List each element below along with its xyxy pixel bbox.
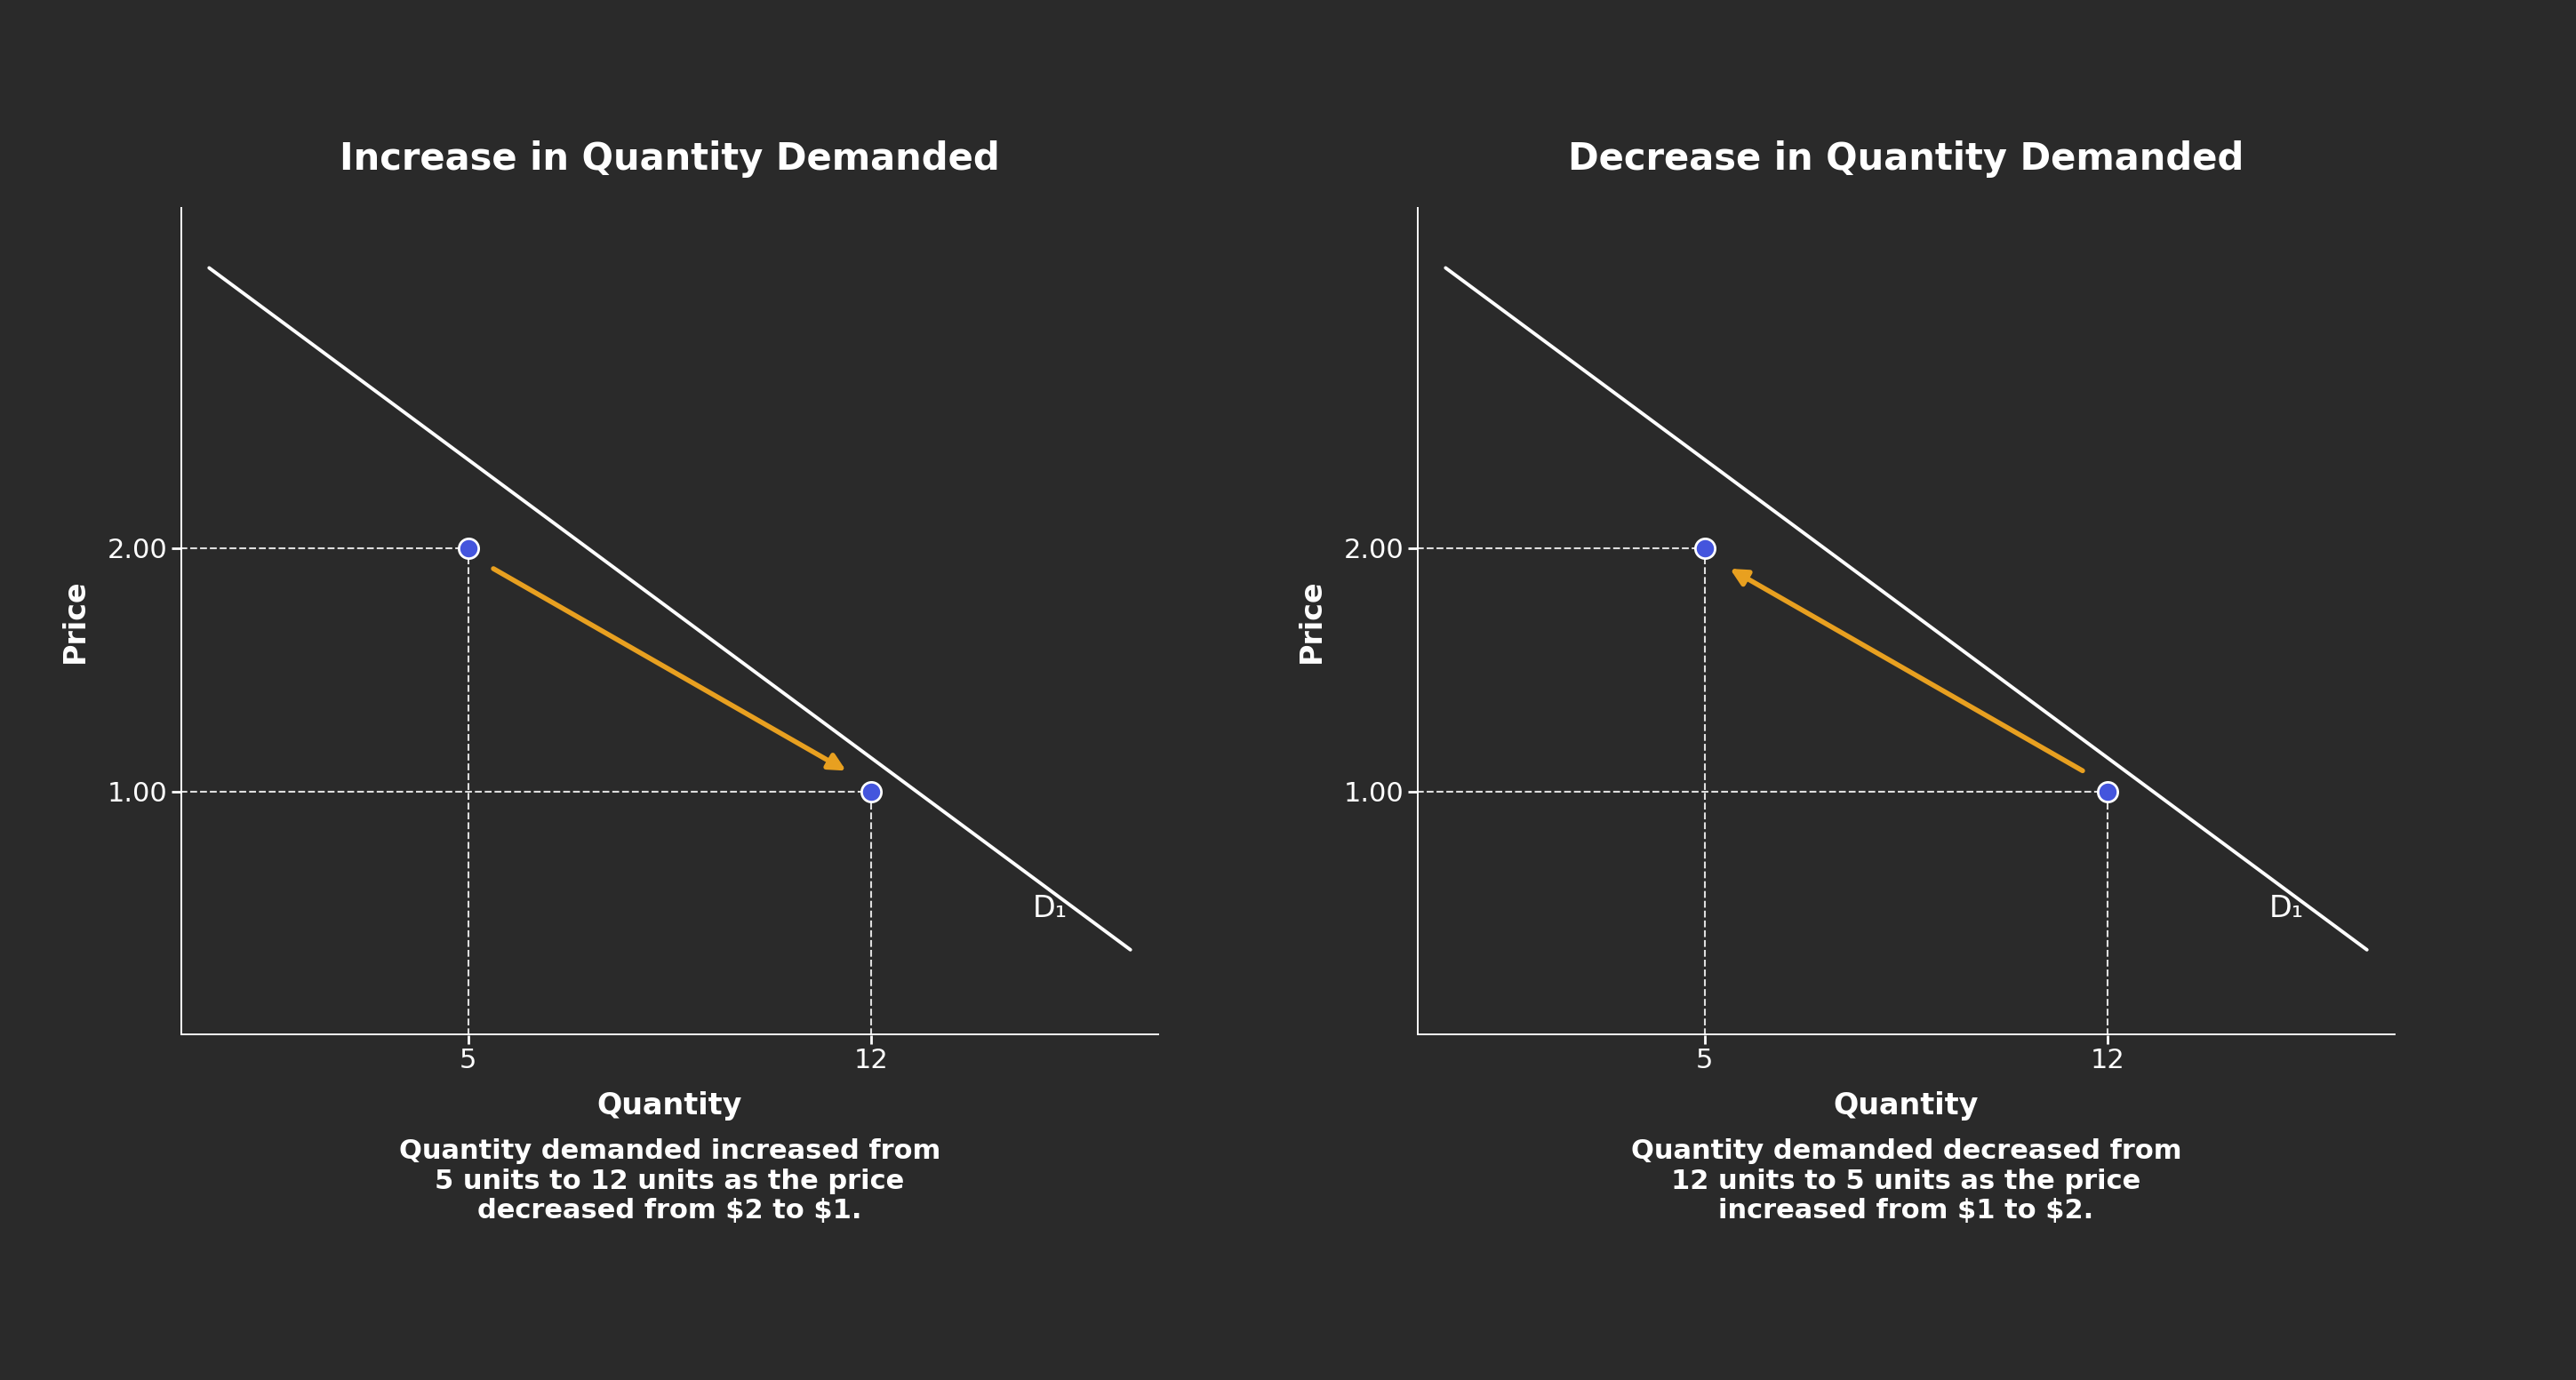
Text: D₁: D₁	[2269, 894, 2303, 923]
X-axis label: Quantity: Quantity	[1834, 1092, 1978, 1121]
Text: D₁: D₁	[1033, 894, 1066, 923]
X-axis label: Quantity: Quantity	[598, 1092, 742, 1121]
Text: Quantity demanded decreased from
12 units to 5 units as the price
increased from: Quantity demanded decreased from 12 unit…	[1631, 1138, 2182, 1224]
Title: Decrease in Quantity Demanded: Decrease in Quantity Demanded	[1569, 141, 2244, 178]
Y-axis label: Price: Price	[1296, 580, 1327, 662]
Title: Increase in Quantity Demanded: Increase in Quantity Demanded	[340, 141, 999, 178]
Y-axis label: Price: Price	[59, 580, 90, 662]
Text: Quantity demanded increased from
5 units to 12 units as the price
decreased from: Quantity demanded increased from 5 units…	[399, 1138, 940, 1224]
